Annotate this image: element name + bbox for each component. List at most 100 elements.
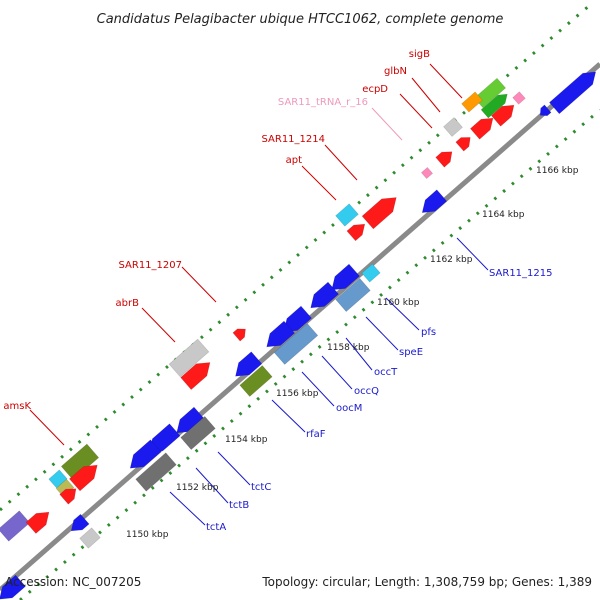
gene-arrow[interactable] [232, 328, 246, 342]
gene-arrow[interactable] [180, 362, 211, 391]
gene-label[interactable]: occQ [354, 386, 379, 397]
gene-arrow[interactable] [335, 277, 371, 313]
gene-label[interactable]: tctB [229, 500, 249, 511]
gene-label[interactable]: apt [286, 155, 302, 166]
gene-arrow[interactable] [135, 452, 177, 492]
gene-label[interactable]: tctC [251, 482, 271, 493]
gene-label[interactable]: glbN [384, 66, 407, 77]
gene-arrow[interactable] [443, 117, 463, 137]
kbp-tick-labels: 1150 kbp 1152 kbp 1154 kbp 1156 kbp 1158… [126, 166, 579, 540]
sigB-leader [429, 63, 463, 99]
gene-label[interactable]: SAR11_1215 [489, 268, 553, 279]
top-strand-labels: sigB glbN ecpD SAR11_tRNA_r_16 SAR11_121… [3, 49, 430, 412]
occQ-leader [321, 355, 353, 390]
gene-label[interactable]: pfs [421, 327, 436, 338]
speE-leader [365, 316, 399, 351]
map-title: Candidatus Pelagibacter ubique HTCC1062,… [97, 12, 504, 27]
trna-leader [371, 107, 403, 141]
gene-label[interactable]: speE [399, 347, 423, 358]
gene-arrow[interactable] [335, 203, 359, 227]
gene-label[interactable]: amsK [3, 401, 31, 412]
gene-arrow[interactable] [346, 223, 366, 242]
glbN-leader [411, 77, 441, 113]
gene-label[interactable]: sigB [409, 49, 430, 60]
gene-arrow[interactable] [473, 77, 507, 109]
abrB-leader [141, 307, 176, 343]
genome-summary-text: Topology: circular; Length: 1,308,759 bp… [261, 575, 592, 589]
gene-arrow[interactable] [455, 137, 471, 152]
gene-arrow[interactable] [273, 323, 319, 365]
gene-arrow[interactable] [48, 469, 68, 489]
gene-arrow[interactable] [435, 151, 453, 168]
top-leader-lines [29, 63, 463, 446]
gene-arrow[interactable] [239, 365, 273, 397]
accession-text: Accession: NC_007205 [5, 575, 141, 589]
gene-arrow[interactable] [0, 574, 26, 600]
gene-arrow[interactable] [70, 513, 90, 532]
gene-features [0, 71, 597, 600]
ecpD-leader [399, 93, 433, 129]
gene-arrow[interactable] [310, 281, 340, 309]
gene-arrow[interactable] [512, 91, 526, 105]
gene-arrow[interactable] [180, 415, 216, 451]
gene-arrow[interactable] [168, 338, 210, 378]
kbp-tick-label: 1154 kbp [225, 435, 268, 445]
kbp-tick-label: 1150 kbp [126, 530, 169, 540]
occT-leader [345, 337, 373, 371]
gene-arrow[interactable] [461, 91, 483, 113]
amsK-leader [29, 409, 65, 446]
kbp-tick-label: 1152 kbp [176, 483, 219, 493]
gene-arrow[interactable] [235, 351, 263, 377]
gene-arrow[interactable] [25, 511, 50, 534]
tctC-leader [217, 451, 251, 486]
rfaF-leader [271, 399, 306, 433]
kbp-tick-label: 1158 kbp [327, 343, 370, 353]
gene-label[interactable]: ecpD [362, 84, 388, 95]
kbp-tick-label: 1166 kbp [536, 166, 579, 176]
gene-arrow[interactable] [331, 263, 361, 291]
gene-arrow[interactable] [480, 93, 508, 119]
gene-arrow[interactable] [361, 197, 397, 230]
gene-label[interactable]: rfaF [306, 429, 326, 440]
gene-arrow[interactable] [420, 166, 434, 180]
bottom-strand-labels: SAR11_1215 pfs speE occT occQ oocM rfaF … [206, 268, 553, 533]
gene-arrow[interactable] [361, 263, 381, 283]
gene-label[interactable]: SAR11_tRNA_r_16 [278, 97, 368, 108]
SAR11_1207-leader [181, 266, 217, 303]
oocM-leader [301, 371, 335, 407]
gene-label[interactable]: occT [374, 367, 398, 378]
tctB-leader [195, 467, 229, 504]
gene-arrow[interactable] [176, 406, 206, 434]
pfs-leader [385, 297, 420, 331]
kbp-tick-label: 1164 kbp [482, 210, 525, 220]
bottom-leader-lines [169, 237, 489, 526]
gene-arrow[interactable] [266, 320, 296, 348]
SAR11_1215-leader [456, 237, 489, 271]
gene-label[interactable]: SAR11_1207 [119, 260, 183, 271]
SAR11_1214-leader [324, 144, 358, 181]
bottom-tick-dots [19, 108, 600, 600]
apt-leader [301, 165, 337, 201]
top-tick-dots [0, 3, 591, 512]
gene-label[interactable]: abrB [116, 298, 140, 309]
gene-arrow[interactable] [60, 443, 100, 481]
tctA-leader [169, 491, 206, 526]
gene-arrow[interactable] [539, 104, 552, 117]
kbp-tick-label: 1162 kbp [430, 255, 473, 265]
gene-arrow[interactable] [469, 117, 494, 140]
gene-label[interactable]: SAR11_1214 [262, 134, 326, 145]
gene-arrow[interactable] [68, 464, 98, 492]
gene-arrow[interactable] [59, 488, 77, 505]
gene-arrow[interactable] [490, 104, 515, 127]
kbp-tick-label: 1160 kbp [377, 298, 420, 308]
gene-arrow[interactable] [0, 510, 31, 542]
gene-label[interactable]: tctA [206, 522, 226, 533]
gene-arrow[interactable] [79, 527, 101, 549]
gene-arrow[interactable] [129, 439, 162, 469]
gene-label[interactable]: oocM [336, 403, 362, 414]
gene-arrow[interactable] [548, 71, 597, 115]
gene-arrow[interactable] [421, 189, 448, 213]
kbp-tick-label: 1156 kbp [276, 389, 319, 399]
